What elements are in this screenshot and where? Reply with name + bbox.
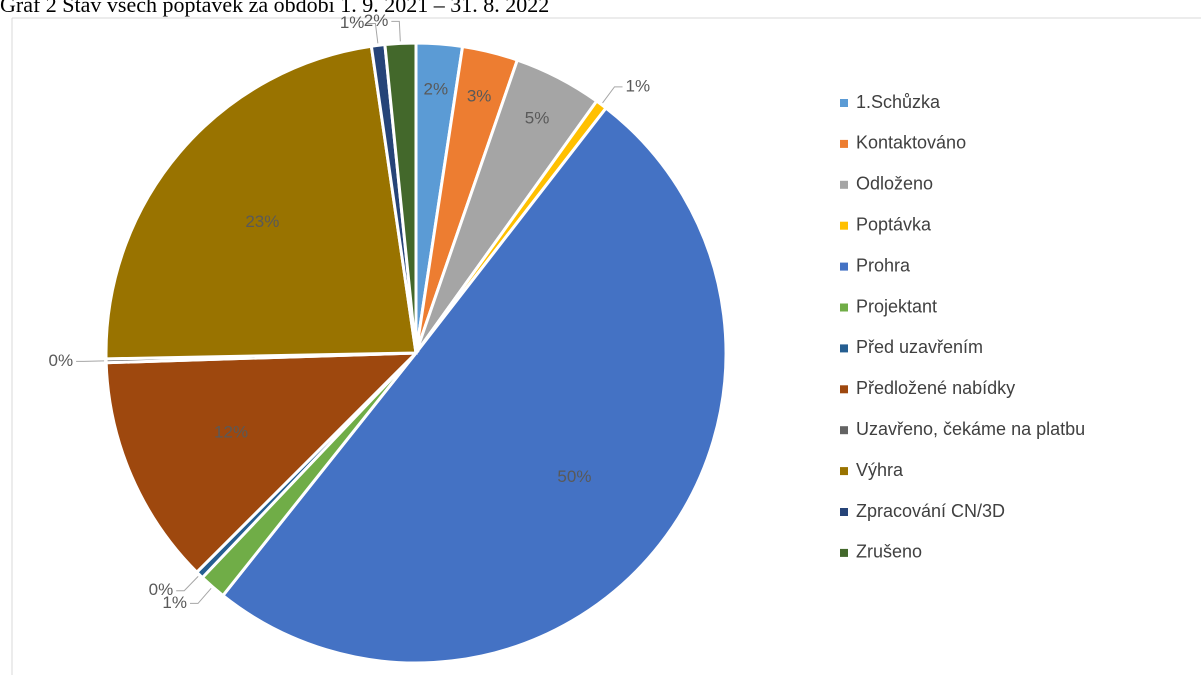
- leader-line: [391, 20, 401, 42]
- data-label: 2%: [424, 80, 449, 99]
- data-label: 0%: [149, 580, 174, 599]
- data-label: 1%: [162, 593, 187, 612]
- data-label: 2%: [364, 11, 389, 30]
- legend-swatch: [840, 221, 848, 230]
- legend-label: Zpracování CN/3D: [856, 501, 1005, 521]
- data-label: 1%: [340, 13, 365, 32]
- legend-swatch: [840, 344, 848, 353]
- legend-swatch: [840, 139, 848, 148]
- leader-line: [76, 360, 105, 362]
- legend-label: Zrušeno: [856, 542, 922, 562]
- data-label: 12%: [214, 423, 248, 442]
- legend-swatch: [840, 303, 848, 312]
- legend-swatch: [840, 262, 848, 271]
- legend-label: Uzavřeno, čekáme na platbu: [856, 419, 1085, 439]
- leader-line: [367, 22, 379, 44]
- legend-swatch: [840, 426, 848, 435]
- leader-line: [602, 86, 623, 104]
- data-label: 5%: [525, 108, 550, 127]
- legend-swatch: [840, 508, 848, 516]
- legend-label: 1.Schůzka: [856, 92, 941, 112]
- legend-swatch: [840, 99, 848, 107]
- legend-label: Před uzavřením: [856, 337, 983, 357]
- pie-slice: [220, 105, 728, 665]
- legend-swatch: [840, 548, 848, 557]
- legend-label: Kontaktováno: [856, 133, 966, 153]
- legend-swatch: [840, 180, 848, 189]
- legend-swatch: [840, 385, 848, 394]
- legend-label: Výhra: [856, 460, 904, 480]
- legend-label: Prohra: [856, 255, 911, 275]
- pie-slice: [104, 44, 418, 361]
- leader-line: [176, 576, 199, 592]
- legend-label: Odloženo: [856, 174, 933, 194]
- legend-label: Předložené nabídky: [856, 378, 1015, 398]
- chart-title: Graf 2 Stav všech poptávek za období 1. …: [0, 0, 549, 17]
- legend-swatch: [840, 467, 848, 476]
- data-label: 23%: [245, 212, 279, 231]
- leader-line: [190, 587, 212, 604]
- pie-slice: [104, 351, 420, 575]
- legend-label: Poptávka: [856, 214, 932, 234]
- data-label: 1%: [626, 76, 651, 95]
- pie-slice: [383, 41, 418, 354]
- legend-label: Projektant: [856, 296, 937, 316]
- data-label: 0%: [49, 351, 74, 370]
- data-label: 50%: [557, 467, 591, 486]
- data-label: 3%: [467, 87, 492, 106]
